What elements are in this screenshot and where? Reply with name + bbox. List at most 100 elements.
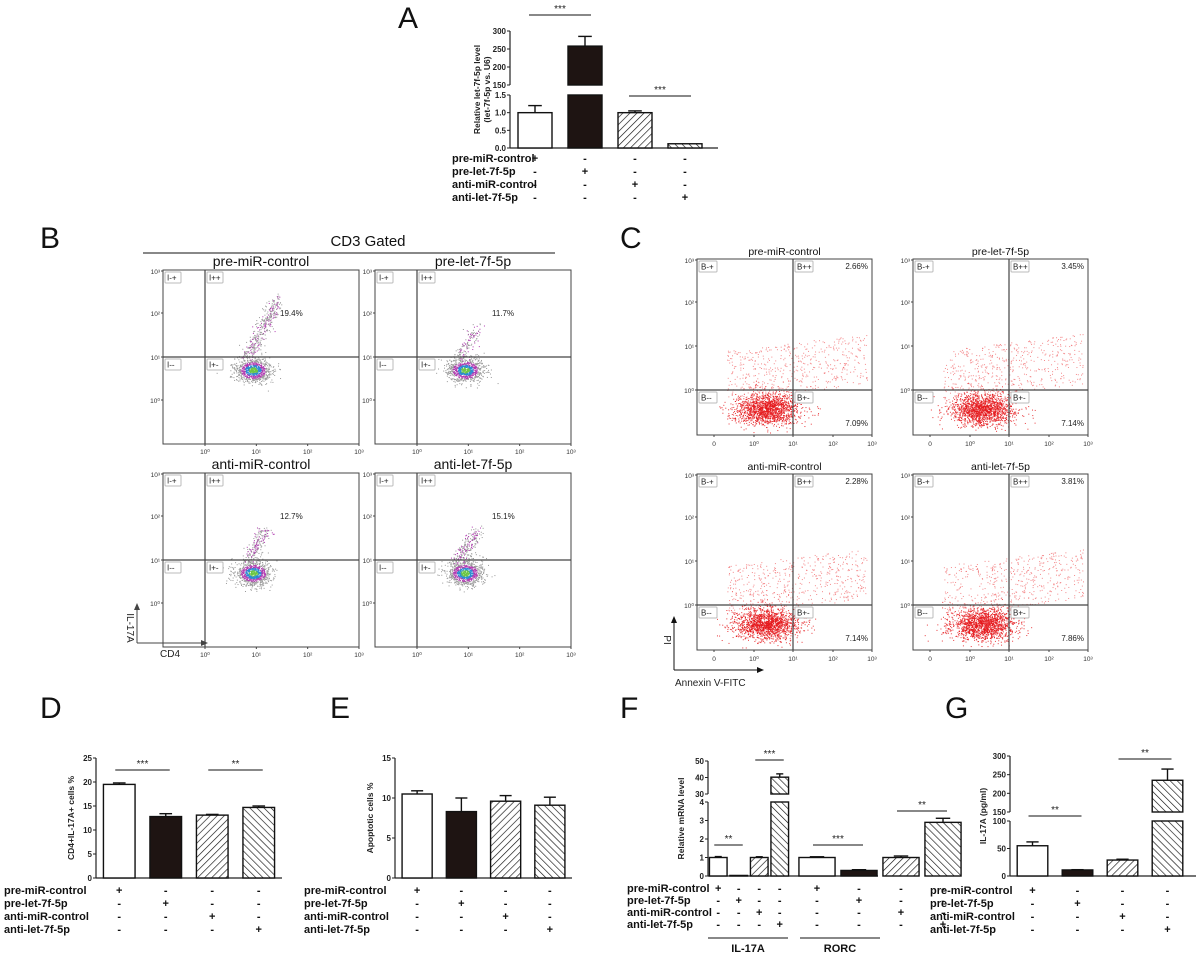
event-dot [257, 374, 259, 376]
event-dot [254, 375, 256, 377]
event-dot [455, 361, 457, 363]
event-dot [257, 578, 259, 580]
event-dot [250, 373, 252, 375]
event-dot [478, 372, 480, 374]
event-dot [464, 371, 466, 373]
event-dot [476, 571, 478, 573]
event-dot [250, 352, 252, 354]
event-dot [467, 373, 469, 375]
event-dot [455, 367, 457, 369]
event-dot [463, 563, 465, 565]
event-dot [277, 293, 279, 295]
event-dot [266, 564, 268, 566]
event-dot [272, 299, 274, 301]
event-dot [239, 372, 241, 374]
event-dot [236, 368, 238, 370]
event-dot [248, 568, 250, 570]
event-dot [469, 369, 471, 371]
event-dot [457, 575, 459, 577]
event-dot [248, 376, 250, 378]
event-dot [471, 567, 473, 569]
event-dot [475, 569, 477, 571]
event-dot [453, 568, 455, 570]
event-dot [473, 576, 475, 578]
event-dot [245, 363, 247, 365]
y-tick-label: 1.5 [495, 91, 507, 100]
event-dot [458, 566, 460, 568]
event-dot [463, 579, 465, 581]
event-dot [250, 339, 252, 341]
event-dot [478, 365, 480, 367]
event-dot [254, 378, 256, 380]
event-dot [472, 572, 474, 574]
event-dot [454, 578, 456, 580]
event-dot [469, 363, 471, 365]
event-dot [453, 557, 455, 559]
event-dot [251, 371, 253, 373]
bar [149, 815, 183, 879]
event-dot [462, 378, 464, 380]
event-dot [244, 579, 246, 581]
event-dot [458, 352, 460, 354]
event-dot [255, 369, 257, 371]
event-dot [258, 370, 260, 372]
event-dot [459, 359, 461, 361]
event-dot [247, 551, 249, 553]
event-dot [471, 533, 473, 535]
event-dot [249, 347, 251, 349]
event-dot [260, 556, 262, 558]
event-dot [250, 574, 252, 576]
y-tick-label: 10³ [363, 472, 373, 479]
event-dot [254, 588, 256, 590]
event-dot [256, 366, 258, 368]
event-dot [461, 361, 463, 363]
event-dot [270, 320, 272, 322]
event-dot [473, 571, 475, 573]
event-dot [269, 566, 271, 568]
event-dot [261, 583, 263, 585]
event-dot [238, 374, 240, 376]
event-dot [765, 395, 767, 397]
event-dot [479, 364, 481, 366]
event-dot [246, 364, 248, 366]
event-dot [467, 539, 469, 541]
event-dot [263, 372, 265, 374]
event-dot [471, 365, 473, 367]
condition-sign: - [533, 166, 537, 178]
event-dot [247, 364, 249, 366]
event-dot [475, 533, 477, 535]
event-dot [462, 373, 464, 375]
event-dot [453, 561, 455, 563]
event-dot [483, 352, 485, 354]
event-dot [258, 571, 260, 573]
event-dot [475, 585, 477, 587]
condition-label: anti-let-7f-5p [452, 192, 518, 204]
event-dot [251, 566, 253, 568]
event-dot [266, 571, 268, 573]
event-dot [258, 569, 260, 571]
event-dot [473, 335, 475, 337]
event-dot [448, 373, 450, 375]
event-dot [460, 365, 462, 367]
event-dot [236, 582, 238, 584]
event-dot [254, 568, 256, 570]
event-dot [457, 567, 459, 569]
event-dot [480, 575, 482, 577]
panel-b-flow: CD3 Gatedpre-miR-control10⁰10⁰10¹10¹10²1… [124, 233, 577, 660]
event-dot [253, 343, 255, 345]
event-dot [264, 345, 266, 347]
event-dot [256, 358, 258, 360]
event-dot [271, 379, 273, 381]
event-dot [270, 316, 272, 318]
event-dot [475, 579, 477, 581]
event-dot [469, 336, 471, 338]
event-dot [463, 584, 465, 586]
event-dot [258, 573, 260, 575]
event-dot [256, 590, 258, 592]
event-dot [465, 367, 467, 369]
event-dot [238, 570, 240, 572]
significance-label: *** [554, 4, 566, 15]
event-dot [477, 360, 479, 362]
event-dot [250, 371, 252, 373]
event-dot [450, 572, 452, 574]
